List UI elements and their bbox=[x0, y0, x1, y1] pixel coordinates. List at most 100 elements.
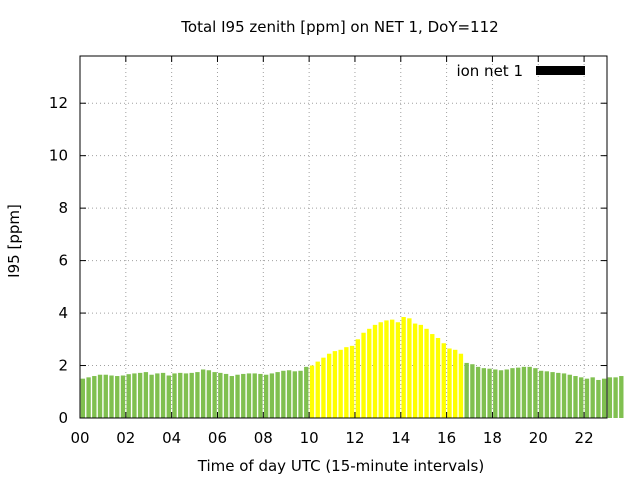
bar bbox=[149, 374, 154, 418]
x-tick-label: 10 bbox=[300, 429, 319, 447]
x-tick-label: 12 bbox=[345, 429, 364, 447]
bar bbox=[504, 369, 509, 418]
bar bbox=[178, 372, 183, 418]
bar bbox=[349, 345, 355, 418]
y-tick-label: 2 bbox=[58, 357, 68, 375]
bar bbox=[493, 369, 498, 418]
x-tick-label: 20 bbox=[529, 429, 548, 447]
plot-frame bbox=[79, 55, 608, 419]
bar bbox=[556, 372, 561, 418]
bar bbox=[401, 317, 406, 418]
bar bbox=[390, 319, 395, 418]
bar bbox=[86, 377, 91, 418]
bar bbox=[538, 370, 544, 418]
bar bbox=[120, 375, 126, 418]
bar bbox=[281, 370, 286, 418]
x-tick-labels: 00 02 04 06 08 10 12 14 16 18 20 22 bbox=[70, 429, 593, 447]
x-tick-label: 08 bbox=[254, 429, 273, 447]
bar bbox=[550, 372, 555, 418]
bar bbox=[263, 374, 269, 418]
bar bbox=[155, 373, 160, 418]
bar bbox=[481, 368, 487, 418]
bar bbox=[367, 328, 372, 418]
bar bbox=[447, 348, 452, 418]
x-tick-label: 18 bbox=[483, 429, 502, 447]
bar bbox=[286, 370, 292, 418]
x-tick-label: 00 bbox=[70, 429, 89, 447]
bar bbox=[498, 370, 504, 418]
bar bbox=[573, 376, 578, 418]
y-tick-label: 6 bbox=[58, 252, 68, 270]
bar bbox=[327, 353, 332, 418]
legend-label: ion net 1 bbox=[456, 62, 523, 80]
bar bbox=[206, 370, 212, 418]
bar bbox=[183, 373, 189, 418]
bar bbox=[464, 362, 469, 418]
bar bbox=[533, 368, 538, 418]
bar bbox=[601, 378, 607, 418]
bar bbox=[458, 353, 464, 418]
bar bbox=[218, 372, 223, 418]
bar bbox=[590, 377, 595, 418]
bar bbox=[223, 373, 229, 418]
bar bbox=[246, 373, 252, 418]
bar bbox=[487, 368, 492, 418]
y-tick-label: 8 bbox=[58, 199, 68, 217]
bar bbox=[115, 376, 120, 418]
bar bbox=[613, 377, 618, 418]
bar bbox=[189, 372, 194, 418]
bar bbox=[132, 373, 137, 418]
bar bbox=[510, 368, 515, 418]
y-axis-label: I95 [ppm] bbox=[5, 204, 23, 278]
bar bbox=[475, 366, 481, 418]
chart-title: Total I95 zenith [ppm] on NET 1, DoY=112 bbox=[180, 18, 498, 36]
bar bbox=[200, 369, 206, 418]
bar bbox=[80, 378, 86, 418]
bar bbox=[109, 375, 114, 418]
bar bbox=[470, 364, 475, 418]
x-axis-label: Time of day UTC (15-minute intervals) bbox=[197, 457, 484, 475]
x-tick-label: 22 bbox=[575, 429, 594, 447]
bar bbox=[103, 374, 108, 418]
bar bbox=[298, 370, 303, 418]
x-tick-label: 16 bbox=[437, 429, 456, 447]
grid bbox=[80, 56, 607, 418]
bar bbox=[521, 366, 527, 418]
bar bbox=[269, 373, 275, 418]
bar bbox=[441, 343, 446, 418]
bar bbox=[292, 371, 297, 418]
bar bbox=[229, 376, 234, 418]
bar bbox=[275, 372, 280, 418]
bar bbox=[304, 366, 309, 418]
y-tick-label: 0 bbox=[58, 409, 68, 427]
bar bbox=[355, 339, 360, 418]
bar bbox=[212, 372, 217, 418]
bar bbox=[143, 372, 149, 418]
bar bbox=[166, 375, 171, 418]
bar bbox=[412, 323, 418, 418]
bar bbox=[424, 328, 429, 418]
bar bbox=[258, 373, 263, 418]
bar bbox=[372, 324, 378, 418]
bar bbox=[430, 334, 435, 418]
bar bbox=[395, 322, 401, 418]
bar bbox=[544, 371, 550, 418]
bar bbox=[338, 349, 343, 418]
y-tick-label: 4 bbox=[58, 304, 68, 322]
x-tick-label: 02 bbox=[116, 429, 135, 447]
bar bbox=[567, 374, 572, 418]
y-tick-label: 10 bbox=[49, 147, 68, 165]
bar bbox=[584, 378, 590, 418]
bar bbox=[126, 374, 131, 418]
bar bbox=[172, 373, 177, 418]
bar bbox=[579, 377, 584, 418]
bar bbox=[137, 372, 143, 418]
bar bbox=[619, 376, 624, 418]
bar bbox=[92, 376, 97, 418]
bar bbox=[384, 320, 389, 418]
bar bbox=[596, 379, 601, 418]
bar bbox=[195, 372, 200, 418]
bar bbox=[344, 347, 349, 418]
bar bbox=[607, 377, 613, 418]
